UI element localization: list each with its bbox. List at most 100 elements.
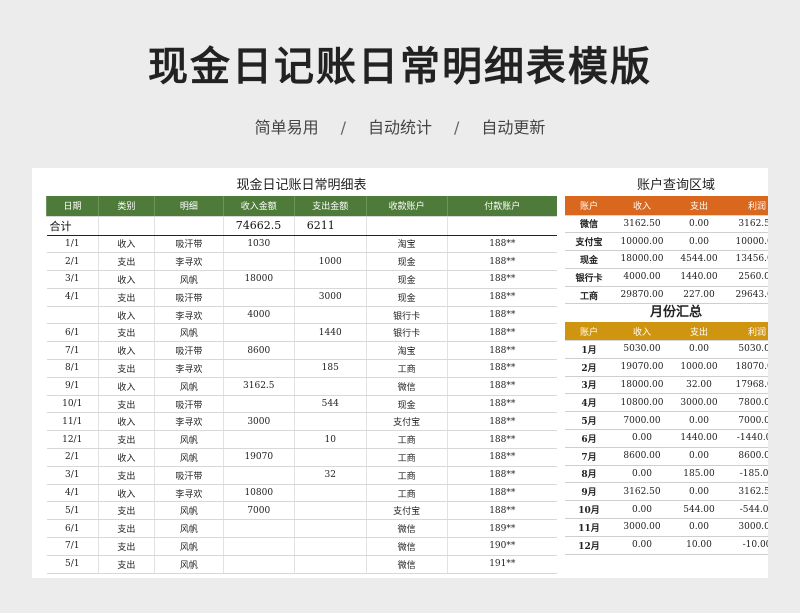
table-cell[interactable]: 18000.00 (613, 250, 671, 269)
table-cell[interactable]: 191** (446, 555, 557, 574)
table-cell[interactable]: 风帆 (153, 448, 224, 467)
table-cell[interactable]: 8600.00 (613, 447, 671, 466)
table-cell[interactable]: 银行卡 (365, 323, 448, 343)
table-cell[interactable] (222, 323, 295, 343)
table-cell[interactable] (222, 395, 295, 414)
table-cell[interactable]: 支付宝 (365, 412, 448, 432)
cell[interactable] (365, 216, 448, 236)
table-cell[interactable]: 8/1 (46, 359, 99, 378)
table-cell[interactable]: 风帆 (153, 519, 224, 539)
column-header[interactable]: 明细 (153, 196, 224, 217)
table-cell[interactable]: 工商 (365, 448, 448, 467)
table-cell[interactable]: 现金 (365, 395, 448, 414)
table-cell[interactable]: 支出 (97, 537, 155, 556)
table-cell[interactable]: 2560.00 (727, 268, 768, 287)
table-cell[interactable]: 支出 (97, 252, 155, 272)
total-expense[interactable]: 6211 (293, 216, 367, 236)
table-cell[interactable]: 支出 (97, 395, 155, 414)
table-cell[interactable]: 收入 (97, 412, 155, 432)
column-header[interactable]: 收款账户 (365, 196, 448, 217)
table-cell[interactable]: 188** (446, 306, 557, 325)
table-cell[interactable]: 188** (446, 412, 557, 432)
table-cell[interactable]: 收入 (97, 341, 155, 361)
column-header[interactable]: 日期 (46, 196, 99, 217)
table-cell[interactable]: 工商 (565, 286, 613, 305)
table-cell[interactable] (222, 555, 295, 574)
table-cell[interactable]: 0.00 (613, 536, 671, 555)
column-header[interactable]: 支出 (671, 196, 727, 216)
table-cell[interactable]: 4000 (222, 306, 295, 325)
table-cell[interactable]: 7/1 (46, 537, 99, 556)
table-cell[interactable]: 2/1 (46, 448, 99, 467)
table-cell[interactable]: 10800.00 (613, 393, 671, 413)
table-cell[interactable] (222, 430, 295, 450)
column-header[interactable]: 收入 (613, 196, 671, 216)
table-cell[interactable]: 188** (446, 288, 557, 307)
table-cell[interactable]: 17968.00 (727, 376, 768, 395)
table-cell[interactable]: 18070.00 (727, 358, 768, 377)
table-cell[interactable]: 支出 (97, 323, 155, 343)
table-cell[interactable]: 7/1 (46, 341, 99, 361)
table-cell[interactable] (293, 377, 367, 396)
table-cell[interactable]: 支出 (97, 501, 155, 521)
table-cell[interactable]: 微信 (365, 555, 448, 574)
table-cell[interactable]: 4000.00 (613, 268, 671, 287)
table-cell[interactable]: 6月 (565, 429, 613, 448)
table-cell[interactable]: 3000 (222, 412, 295, 432)
cell[interactable] (446, 216, 557, 236)
table-cell[interactable]: 19070.00 (613, 358, 671, 377)
table-cell[interactable]: 风帆 (153, 430, 224, 450)
table-cell[interactable]: 0.00 (671, 482, 727, 502)
table-cell[interactable]: 支出 (97, 359, 155, 378)
table-cell[interactable]: 188** (446, 341, 557, 361)
table-cell[interactable]: 188** (446, 323, 557, 343)
table-cell[interactable]: 188** (446, 235, 557, 254)
table-cell[interactable]: 544 (293, 395, 367, 414)
table-cell[interactable]: 李寻欢 (153, 359, 224, 378)
column-header[interactable]: 账户 (565, 196, 613, 216)
table-cell[interactable]: 1月 (565, 340, 613, 359)
table-cell[interactable]: 32 (293, 466, 367, 485)
table-cell[interactable]: 李寻欢 (153, 484, 224, 503)
table-cell[interactable]: 淘宝 (365, 341, 448, 361)
table-cell[interactable]: 2月 (565, 358, 613, 377)
table-cell[interactable]: 5030.00 (727, 340, 768, 359)
table-cell[interactable] (293, 501, 367, 521)
table-cell[interactable]: 5030.00 (613, 340, 671, 359)
table-cell[interactable]: 现金 (365, 288, 448, 307)
table-cell[interactable]: 13456.00 (727, 250, 768, 269)
table-cell[interactable]: 188** (446, 466, 557, 485)
table-cell[interactable]: 4/1 (46, 484, 99, 503)
table-cell[interactable]: 3/1 (46, 466, 99, 485)
cell[interactable] (153, 216, 224, 236)
table-cell[interactable]: 微信 (365, 537, 448, 556)
table-cell[interactable]: 7000.00 (613, 411, 671, 430)
table-cell[interactable]: 现金 (365, 270, 448, 289)
table-cell[interactable] (222, 537, 295, 556)
table-cell[interactable]: 12/1 (46, 430, 99, 450)
table-cell[interactable]: 8600 (222, 341, 295, 361)
column-header[interactable]: 收入金额 (222, 196, 295, 217)
table-cell[interactable]: 0.00 (671, 411, 727, 430)
table-cell[interactable] (293, 519, 367, 539)
table-cell[interactable]: 10/1 (46, 395, 99, 414)
table-cell[interactable]: 0.00 (613, 429, 671, 448)
table-cell[interactable]: 1/1 (46, 235, 99, 254)
table-cell[interactable]: -185.00 (727, 465, 768, 484)
table-cell[interactable]: 支付宝 (565, 232, 613, 252)
table-cell[interactable]: 3/1 (46, 270, 99, 289)
table-cell[interactable]: 190** (446, 537, 557, 556)
table-cell[interactable]: 1030 (222, 235, 295, 254)
table-cell[interactable]: 3000 (293, 288, 367, 307)
table-cell[interactable]: 3162.5 (222, 377, 295, 396)
table-cell[interactable] (293, 270, 367, 289)
table-cell[interactable]: 2/1 (46, 252, 99, 272)
table-cell[interactable]: 10000.00 (613, 232, 671, 252)
table-cell[interactable]: 8600.00 (727, 447, 768, 466)
table-cell[interactable]: 淘宝 (365, 235, 448, 254)
table-cell[interactable] (293, 555, 367, 574)
column-header[interactable]: 账户 (565, 322, 613, 341)
table-cell[interactable]: 19070 (222, 448, 295, 467)
table-cell[interactable]: 支出 (97, 555, 155, 574)
table-cell[interactable]: 1440 (293, 323, 367, 343)
